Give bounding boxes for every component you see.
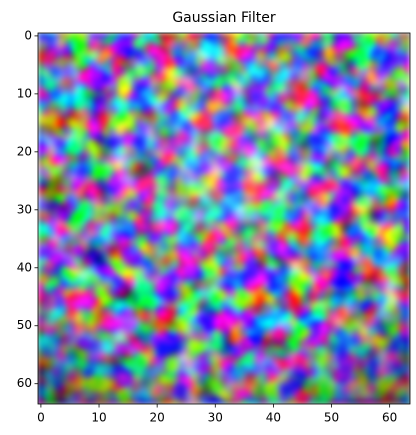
plot-area [37, 32, 411, 405]
x-tick-label: 0 [37, 411, 45, 425]
axes-frame [37, 32, 411, 405]
x-tick-label: 40 [266, 411, 281, 425]
x-tick-label: 20 [150, 411, 165, 425]
y-tick-label: 60 [17, 376, 32, 390]
x-tick-label: 30 [208, 411, 223, 425]
y-tick-label: 0 [24, 28, 32, 42]
x-tick-label: 10 [91, 411, 106, 425]
x-tick-label: 50 [324, 411, 339, 425]
y-tick-label: 40 [17, 260, 32, 274]
chart-title: Gaussian Filter [172, 10, 276, 26]
y-tick-label: 30 [17, 202, 32, 216]
y-tick-label: 20 [17, 144, 32, 158]
y-tick-label: 10 [17, 86, 32, 100]
y-tick-label: 50 [17, 318, 32, 332]
x-tick-label: 60 [382, 411, 397, 425]
image-shading [38, 33, 410, 404]
